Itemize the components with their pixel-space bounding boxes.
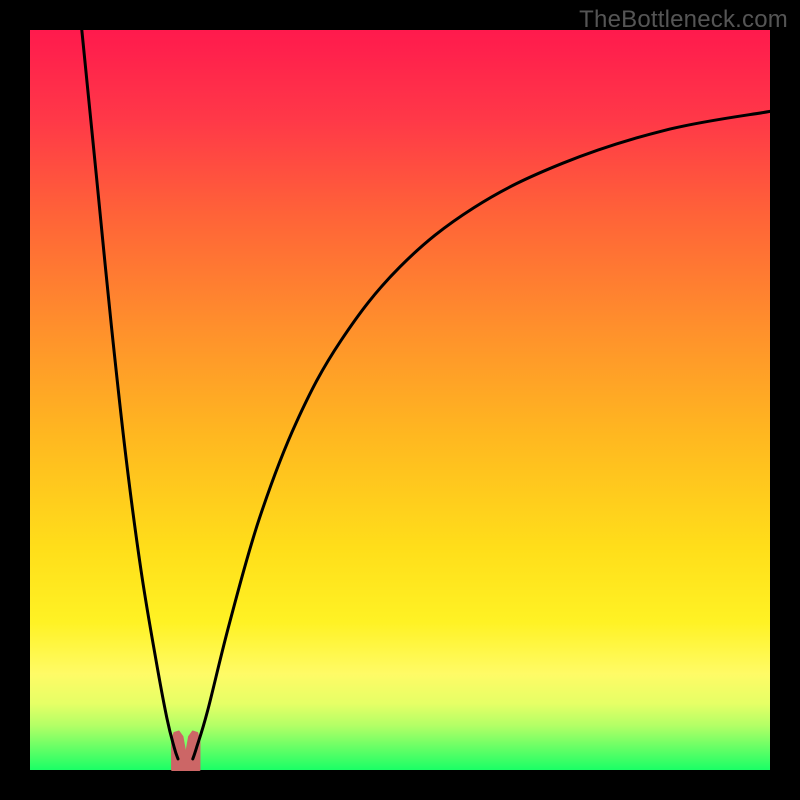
watermark-text: TheBottleneck.com [579,6,788,34]
chart-container: TheBottleneck.com [0,0,800,800]
bottleneck-chart [0,0,800,800]
plot-background [30,30,770,770]
